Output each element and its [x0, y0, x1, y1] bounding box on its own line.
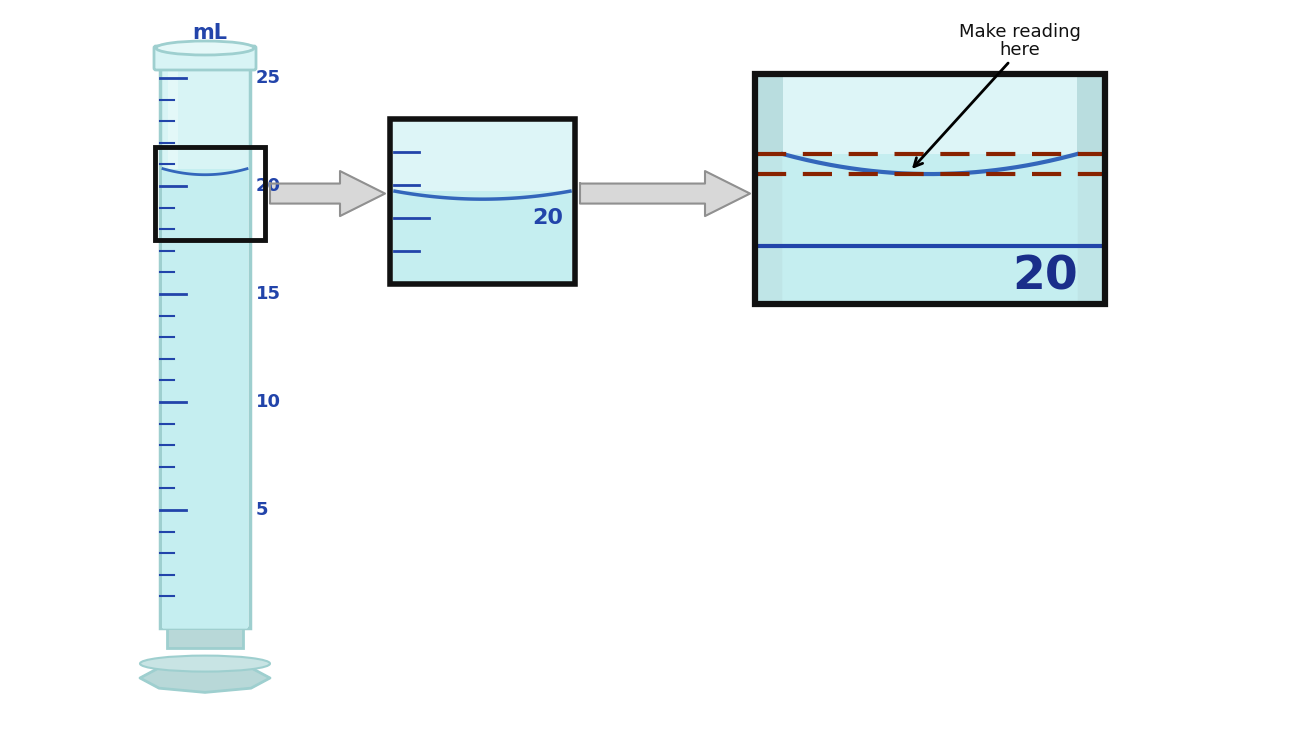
Text: 15: 15 — [256, 285, 281, 303]
Polygon shape — [395, 191, 569, 284]
Bar — [755, 154, 783, 304]
FancyBboxPatch shape — [153, 46, 256, 70]
Text: 10: 10 — [256, 393, 281, 411]
Text: 20: 20 — [256, 177, 281, 195]
Polygon shape — [783, 154, 1076, 304]
Bar — [1076, 154, 1105, 304]
Text: Make reading: Make reading — [959, 23, 1080, 41]
Polygon shape — [270, 171, 385, 216]
Bar — [166, 628, 243, 648]
Bar — [393, 191, 572, 284]
Bar — [168, 63, 178, 628]
Bar — [155, 147, 265, 240]
Text: mL: mL — [192, 23, 227, 43]
Bar — [755, 74, 783, 304]
Bar — [390, 119, 575, 284]
Bar — [755, 74, 1105, 304]
Ellipse shape — [140, 655, 270, 672]
Ellipse shape — [156, 41, 254, 55]
Bar — [162, 169, 248, 628]
Bar — [160, 63, 250, 628]
Text: 20: 20 — [1013, 254, 1078, 299]
Bar — [1076, 74, 1105, 304]
Bar — [783, 154, 1076, 304]
Text: 25: 25 — [256, 69, 281, 87]
Text: 5: 5 — [256, 501, 269, 519]
Text: here: here — [1000, 41, 1040, 59]
Polygon shape — [162, 169, 247, 628]
Polygon shape — [140, 663, 270, 692]
Bar — [390, 119, 575, 284]
Text: 20: 20 — [532, 207, 563, 227]
Polygon shape — [580, 171, 750, 216]
Bar — [755, 74, 1105, 304]
